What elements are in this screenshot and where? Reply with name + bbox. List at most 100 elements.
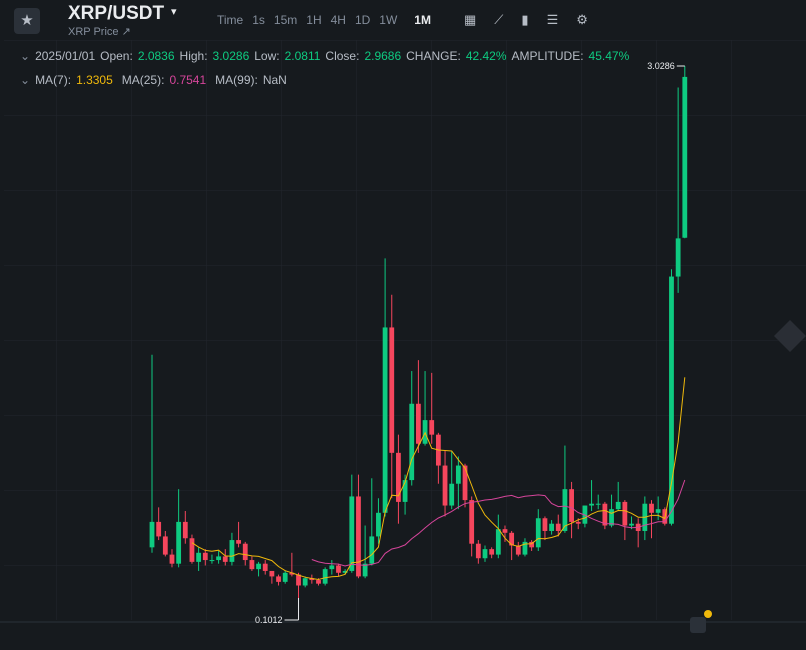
label: Open:	[100, 49, 133, 63]
ma-label: MA(25):	[121, 73, 165, 87]
candle-body	[316, 580, 321, 584]
candle-body	[216, 556, 221, 561]
icon[interactable]: ⟋	[494, 12, 504, 27]
candle-body	[669, 276, 674, 524]
candle-body	[229, 540, 235, 562]
candle-body	[349, 496, 355, 571]
candle-body	[602, 503, 608, 526]
candle-body	[362, 563, 368, 577]
candle-body	[429, 420, 435, 435]
value: 3.0286	[212, 49, 250, 63]
ma-line	[191, 377, 686, 581]
candle-body	[682, 76, 688, 238]
candle-body	[675, 238, 681, 277]
interval[interactable]: 1W	[379, 13, 398, 27]
value: 42.42%	[465, 49, 507, 63]
ma-label: MA(7):	[35, 73, 72, 87]
interval[interactable]: 15m	[273, 13, 298, 27]
candle-body	[575, 521, 581, 524]
candle-body	[522, 541, 528, 555]
candle-body	[449, 483, 455, 506]
badge	[704, 610, 712, 618]
ma-value: 0.7541	[169, 73, 207, 87]
candle-body	[189, 538, 195, 562]
icon[interactable]: ▮	[521, 12, 529, 27]
candle-body	[262, 563, 268, 571]
max-label: 3.0286	[647, 61, 675, 71]
candle-body	[329, 565, 335, 570]
chevron[interactable]: ⌄	[20, 49, 31, 63]
icon[interactable]: ☰	[546, 12, 559, 27]
label: Low:	[254, 49, 280, 63]
chevron[interactable]: ⌄	[20, 73, 31, 87]
symbol[interactable]: XRP/USDT	[68, 3, 165, 24]
candle-body	[256, 563, 261, 570]
ohlc-legend: ⌄ 2025/01/01 Open: 2.0836 High: 3.0286 Low…	[20, 49, 629, 63]
candle-body	[535, 518, 541, 548]
candle-body	[356, 496, 361, 577]
candle-body	[302, 578, 308, 586]
candle-body	[309, 578, 315, 581]
icon[interactable]: ▦	[464, 12, 477, 27]
label: AMPLITUDE:	[511, 49, 584, 63]
date: 2025/01/01	[35, 49, 96, 63]
candle-body	[236, 540, 241, 544]
screenshot-button[interactable]	[690, 617, 706, 633]
candle-body	[515, 545, 521, 555]
candle-body	[269, 570, 275, 577]
candle-body	[282, 572, 288, 582]
toolbar-icons: ▦ ⟋ ▮ ☰ ⚙	[464, 12, 588, 28]
candle-body	[396, 452, 401, 502]
candle-body	[276, 576, 281, 582]
candle-body	[495, 529, 501, 555]
candle-body	[462, 465, 468, 501]
candle-body	[529, 541, 535, 548]
candle-body	[469, 500, 475, 544]
candle-body	[475, 543, 481, 559]
interval[interactable]: 4H	[330, 13, 346, 27]
candle-body	[482, 549, 488, 559]
candle-body	[169, 554, 175, 564]
label: CHANGE:	[406, 49, 461, 63]
candle-body	[609, 509, 614, 526]
candle-body	[249, 560, 255, 570]
value: 2.0811	[284, 49, 321, 63]
candle-body	[549, 523, 554, 531]
candle-body	[376, 512, 381, 537]
icon[interactable]: ⚙	[576, 12, 588, 27]
candle-body	[222, 556, 228, 562]
candle-body	[402, 480, 408, 502]
value: 2.0836	[137, 49, 175, 63]
candle-body	[382, 327, 388, 513]
candle-body	[342, 570, 348, 573]
candle-body	[595, 503, 601, 505]
candle-body	[202, 552, 208, 561]
candle-body	[296, 574, 301, 586]
candle-body	[555, 523, 561, 531]
star-button[interactable]: ★	[14, 8, 40, 34]
candle-body	[389, 327, 395, 453]
interval[interactable]: 1D	[354, 13, 371, 27]
candle-body	[502, 529, 508, 533]
candle-body	[509, 532, 515, 546]
candle-body	[322, 569, 328, 584]
candle-body	[455, 465, 461, 484]
candle-body	[336, 565, 341, 573]
candle-body	[569, 489, 574, 522]
value: 2.9686	[364, 49, 402, 63]
candle-body	[182, 521, 188, 539]
subtitle[interactable]: XRP Price ↗	[68, 26, 131, 38]
interval[interactable]: 1H	[306, 13, 322, 27]
label: High:	[179, 49, 208, 63]
interval[interactable]: 1s	[252, 13, 265, 27]
interval-bar: Time 1s 15m 1H 4H 1D 1W 1M	[217, 13, 431, 27]
candle-body	[442, 465, 448, 506]
candle-body	[562, 489, 568, 531]
candle-body	[162, 536, 168, 555]
interval[interactable]: 1M	[414, 13, 431, 27]
ma-value: 1.3305	[76, 73, 113, 87]
candle-body	[242, 543, 248, 561]
interval[interactable]: Time	[217, 13, 244, 27]
